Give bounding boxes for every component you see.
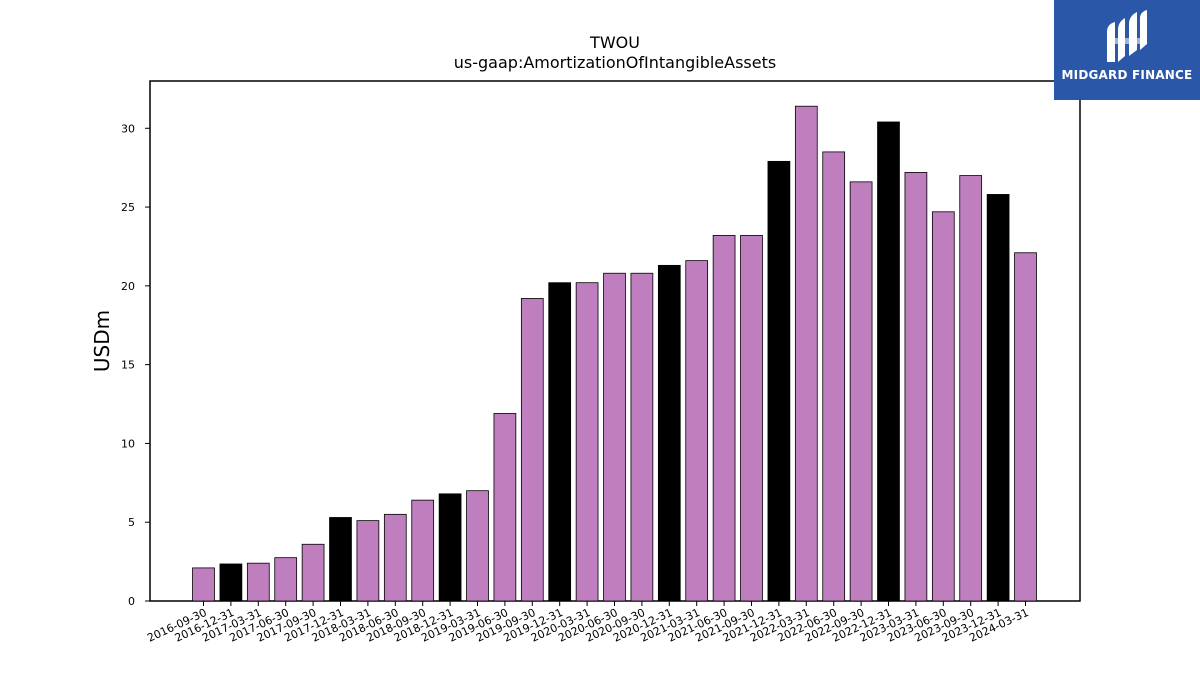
bar-2022-09-30: [849, 181, 873, 602]
bar-2021-12-31: [767, 160, 791, 602]
bar-2021-03-31: [685, 260, 709, 602]
bar-2024-03-31: [1014, 252, 1037, 602]
bar-2023-09-30: [959, 175, 983, 602]
chart-subtitle: us-gaap:AmortizationOfIntangibleAssets: [454, 53, 776, 72]
bar-2019-09-30: [520, 298, 544, 602]
bar-2016-09-30: [192, 567, 215, 602]
bar-2019-06-30: [493, 413, 517, 602]
bar-2019-03-31: [466, 490, 489, 602]
bar-2023-06-30: [931, 211, 955, 602]
bar-2020-03-31: [575, 282, 599, 602]
y-tick-label: 5: [128, 516, 135, 529]
logo-text: MIDGARD FINANCE: [1061, 68, 1193, 82]
bar-2017-06-30: [274, 557, 298, 602]
y-axis-label: USDm: [90, 310, 114, 372]
y-tick-label: 25: [121, 201, 135, 214]
y-axis: 0 5 10 15 20 25 30: [121, 122, 150, 608]
bar-2020-09-30: [630, 272, 654, 602]
y-tick-label: 30: [121, 122, 135, 135]
bars-group: [192, 105, 1037, 602]
bar-2018-03-31: [356, 520, 380, 602]
y-tick-label: 15: [121, 359, 135, 372]
bar-2023-12-31: [986, 194, 1010, 602]
bar-2017-03-31: [246, 562, 270, 602]
bar-2022-03-31: [794, 105, 818, 602]
midgard-logo: MIDGARD FINANCE: [1054, 0, 1200, 100]
y-tick-label: 10: [121, 437, 135, 450]
midgard-logo-icon: [1107, 10, 1147, 62]
bar-2021-09-30: [740, 235, 763, 602]
bar-2021-06-30: [712, 235, 736, 602]
bar-2018-09-30: [411, 499, 435, 602]
chart-title: TWOU: [589, 33, 640, 52]
bar-2022-06-30: [822, 151, 846, 602]
bar-2020-12-31: [657, 264, 681, 602]
y-tick-label: 0: [128, 595, 135, 608]
x-axis: 2016-09-302016-12-312017-03-312017-06-30…: [145, 601, 1031, 645]
y-tick-label: 20: [121, 280, 135, 293]
bar-2023-03-31: [904, 171, 928, 602]
bar-2022-12-31: [877, 121, 900, 602]
bar-2017-12-31: [329, 517, 352, 602]
bar-2016-12-31: [219, 563, 243, 602]
bar-2017-09-30: [301, 543, 325, 602]
bar-2018-12-31: [438, 493, 462, 602]
bar-2020-06-30: [603, 272, 626, 602]
bar-2018-06-30: [383, 513, 407, 602]
bar-2019-12-31: [548, 282, 572, 602]
